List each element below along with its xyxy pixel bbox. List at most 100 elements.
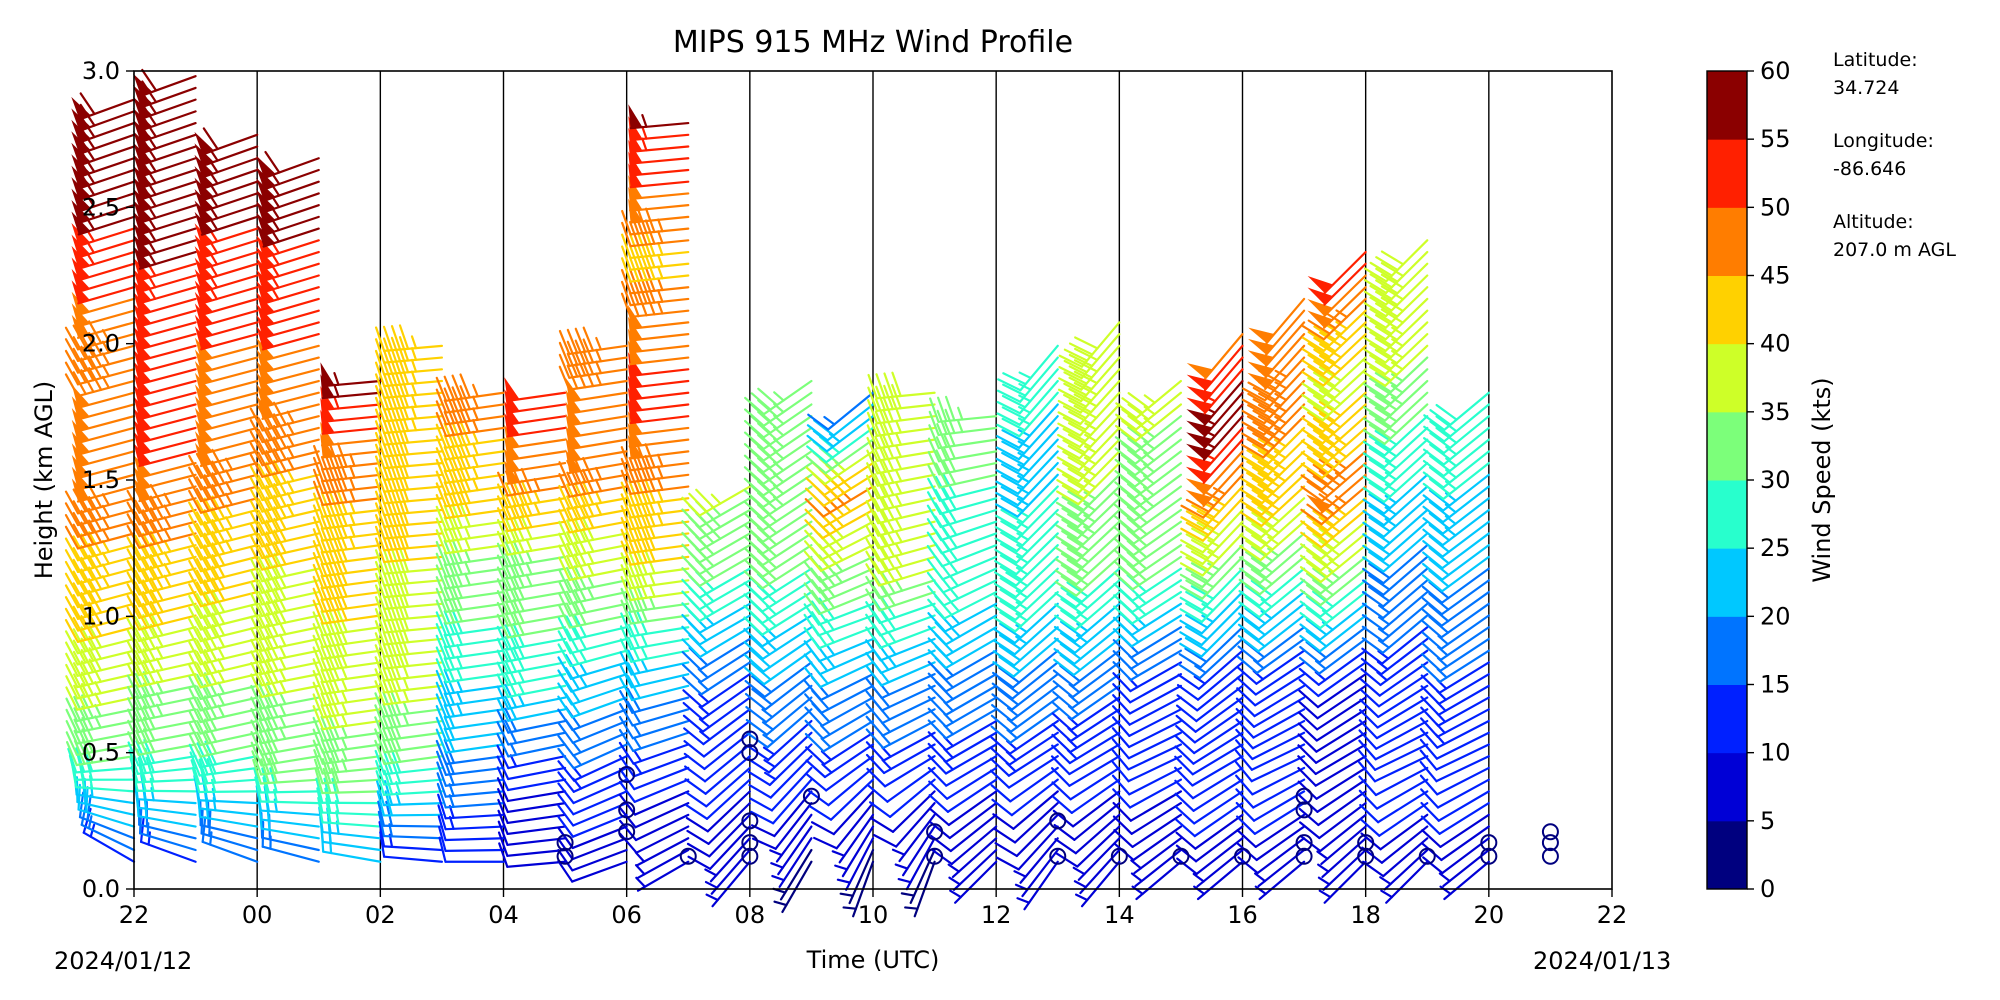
wind-barb	[78, 791, 136, 840]
calm-marker	[1357, 834, 1375, 852]
wind-barb	[1358, 766, 1429, 797]
wind-barb	[873, 802, 936, 848]
wind-barb	[1112, 696, 1183, 726]
wind-barb	[1174, 766, 1244, 800]
wind-barb	[1050, 743, 1121, 776]
wind-barb	[1300, 415, 1367, 456]
colorbar-tick-label: 55	[1760, 125, 1791, 153]
wind-barb	[557, 641, 628, 668]
wind-barb	[1056, 438, 1121, 483]
wind-barb	[1054, 567, 1121, 609]
wind-barb	[994, 532, 1059, 576]
wind-barb	[993, 602, 1059, 644]
wind-barb	[1241, 379, 1306, 425]
barb-profile	[435, 373, 505, 863]
wind-barb	[993, 567, 1059, 610]
barb-profile	[188, 127, 259, 863]
wind-barb	[865, 719, 936, 750]
barb-profile	[926, 395, 998, 904]
wind-barb	[1239, 485, 1306, 528]
wind-barb	[989, 755, 1059, 789]
wind-barb	[1359, 661, 1429, 697]
wind-barb	[1240, 438, 1306, 482]
wind-barb	[1421, 555, 1490, 593]
wind-barb	[994, 508, 1059, 553]
wind-barb	[1114, 450, 1183, 488]
wind-barb	[949, 860, 998, 904]
wind-barb	[1362, 473, 1429, 515]
x-tick-label: 06	[611, 901, 642, 929]
wind-barb	[1421, 567, 1490, 604]
colorbar-label: Wind Speed (kts)	[1808, 377, 1836, 582]
wind-barb	[682, 696, 751, 733]
wind-barb	[770, 825, 813, 876]
longitude-label: Longitude:	[1833, 130, 1934, 152]
wind-barb	[1358, 719, 1429, 750]
wind-barb	[557, 755, 628, 782]
calm-marker	[1295, 787, 1313, 805]
calm-marker	[926, 823, 944, 841]
wind-barb	[496, 733, 567, 758]
wind-barb	[1175, 802, 1244, 838]
wind-barb	[1298, 637, 1367, 675]
wind-barb	[1299, 626, 1367, 664]
plot-area	[64, 68, 1613, 918]
wind-barb	[1176, 661, 1244, 701]
wind-barb	[1301, 321, 1367, 364]
colorbar-tick-label: 50	[1760, 193, 1791, 221]
wind-barb	[504, 377, 567, 402]
wind-barb	[496, 777, 567, 803]
wind-barb	[1362, 438, 1429, 480]
wind-barb	[804, 708, 875, 740]
wind-barb	[1239, 473, 1306, 516]
wind-barb	[743, 637, 813, 673]
wind-barb	[558, 326, 628, 356]
wind-barb	[1111, 755, 1183, 783]
wind-barb	[1298, 661, 1367, 698]
wind-barb	[1055, 520, 1121, 563]
wind-barb	[1423, 415, 1490, 455]
calm-marker	[1110, 847, 1128, 865]
wind-barb	[1361, 614, 1429, 654]
wind-barb	[188, 554, 259, 584]
wind-barb	[996, 368, 1059, 415]
wind-barb	[1363, 379, 1429, 422]
wind-barb	[1056, 461, 1121, 506]
barb-profile	[803, 391, 875, 918]
wind-barb	[1419, 755, 1490, 783]
colorbar-tick-label: 40	[1760, 330, 1791, 358]
wind-barb	[1247, 333, 1306, 379]
barb-profile	[1297, 250, 1367, 904]
wind-barb	[992, 626, 1059, 667]
wind-barb	[1307, 274, 1367, 318]
wind-barb	[1439, 860, 1490, 901]
x-tick-label: 22	[119, 901, 150, 929]
wind-barb	[681, 485, 751, 517]
wind-barb	[1057, 391, 1121, 437]
wind-barb	[620, 278, 690, 307]
calm-marker	[741, 812, 759, 830]
latitude-value: 34.724	[1833, 77, 1899, 99]
calm-marker	[741, 744, 759, 762]
wind-barb	[682, 684, 751, 721]
wind-barb	[1248, 309, 1306, 356]
wind-barb	[993, 544, 1059, 587]
wind-barb	[1363, 297, 1429, 341]
wind-barb	[1179, 590, 1244, 635]
wind-barb	[1362, 555, 1429, 596]
wind-barb	[1113, 813, 1183, 848]
wind-barb	[747, 731, 813, 774]
y-axis: 0.0 0.5 1.0 1.5 2.0 2.5 3.0	[82, 57, 134, 903]
wind-barb	[628, 104, 690, 130]
wind-barb	[996, 403, 1059, 449]
wind-barb	[252, 757, 320, 785]
wind-barb	[1114, 461, 1183, 500]
wind-barb	[1362, 544, 1429, 585]
wind-barb	[1254, 860, 1306, 901]
wind-barb	[1420, 790, 1490, 822]
wind-barb	[435, 573, 505, 602]
y-tick-label: 0.5	[82, 739, 120, 767]
wind-barb	[1297, 755, 1367, 787]
calm-marker	[1480, 834, 1498, 852]
wind-barb	[993, 614, 1059, 656]
